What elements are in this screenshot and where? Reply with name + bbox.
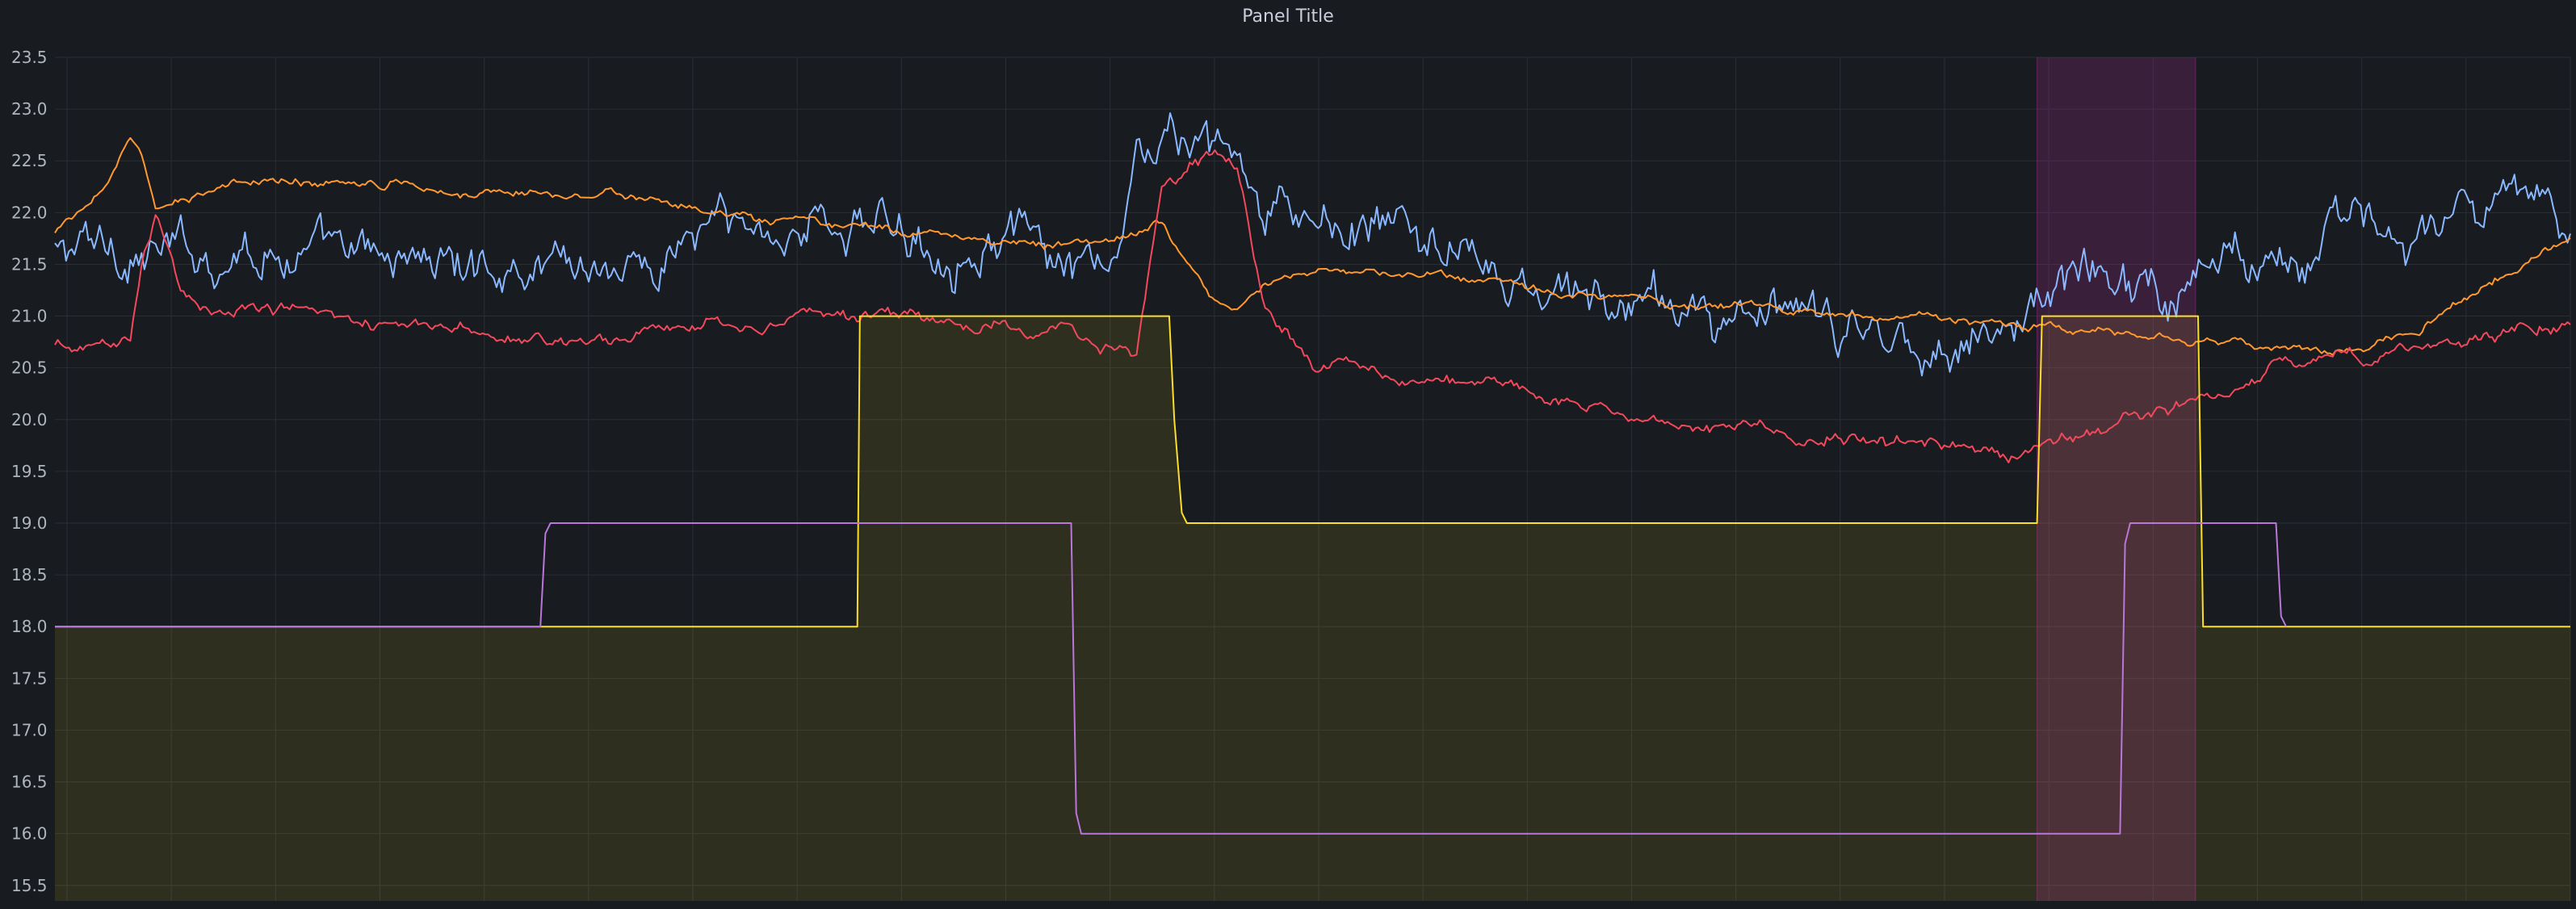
series-line-purple <box>55 522 2287 835</box>
area-fills <box>55 316 2570 902</box>
y-tick-label: 16.0 <box>11 824 48 844</box>
highlight-region <box>2037 57 2196 901</box>
y-tick-label: 21.5 <box>11 254 48 274</box>
y-tick-label: 19.0 <box>11 513 48 533</box>
y-tick-label: 18.5 <box>11 565 48 584</box>
y-tick-label: 22.0 <box>11 203 48 222</box>
series-line-yellow <box>55 315 2570 628</box>
y-tick-label: 19.5 <box>11 462 48 481</box>
series-line-orange <box>54 136 2571 356</box>
y-tick-label: 21.0 <box>11 307 48 326</box>
y-tick-label: 16.5 <box>11 773 48 792</box>
y-tick-label: 17.0 <box>11 720 48 739</box>
y-tick-label: 23.5 <box>11 48 48 67</box>
y-tick-label: 22.5 <box>11 151 48 170</box>
y-tick-label: 23.0 <box>11 99 48 119</box>
series-line-blue <box>54 112 2571 377</box>
panel-title[interactable]: Panel Title <box>1242 6 1334 27</box>
highlight-band <box>2037 57 2196 901</box>
series-line-red <box>54 149 2571 463</box>
y-axis: 15.5 16.0 16.5 17.0 17.5 18.0 18.5 19.0 19.5 20.0… <box>11 48 48 895</box>
y-tick-label: 20.5 <box>11 358 48 378</box>
y-tick-label: 20.0 <box>11 410 48 429</box>
y-tick-label: 18.0 <box>11 617 48 636</box>
series-fill-yellow <box>55 316 2570 902</box>
y-tick-label: 17.5 <box>11 668 48 688</box>
series-lines <box>54 112 2571 835</box>
y-tick-label: 15.5 <box>11 876 48 895</box>
